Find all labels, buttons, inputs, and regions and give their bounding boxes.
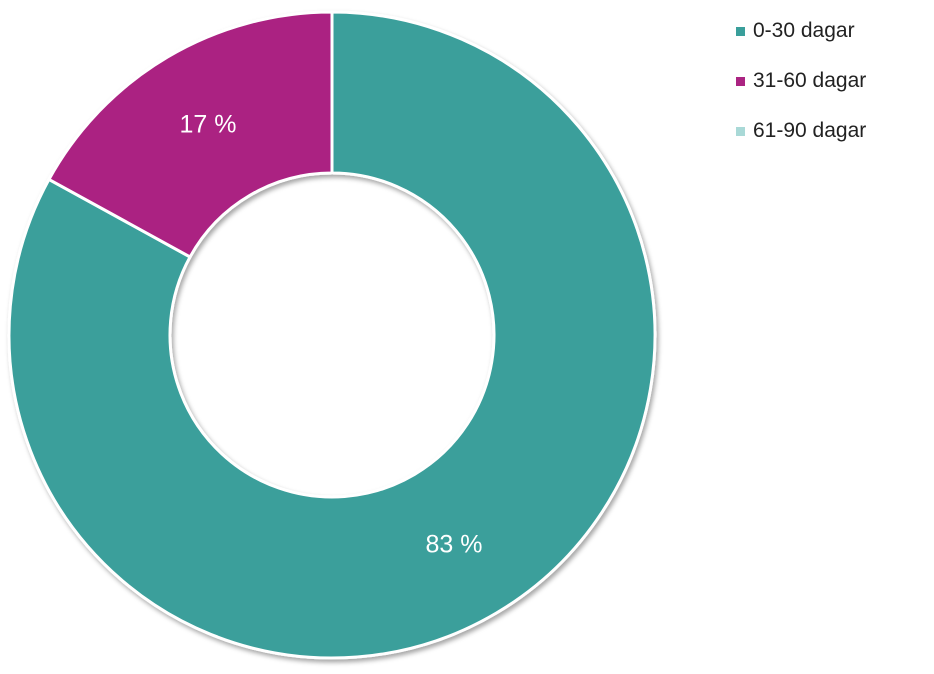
legend-swatch-0 (736, 26, 745, 36)
data-label-1: 17 % (180, 111, 237, 139)
legend-label-0: 0-30 dagar (753, 19, 855, 42)
legend-item-1: 31-60 dagar (736, 56, 926, 106)
slice-1 (46, 10, 334, 259)
donut-slices (7, 10, 657, 660)
legend-item-2: 61-90 dagar (736, 106, 926, 156)
legend-swatch-1 (736, 76, 745, 86)
slice-0 (7, 10, 657, 660)
legend-label-1: 31-60 dagar (753, 69, 867, 92)
legend-label-2: 61-90 dagar (753, 119, 867, 142)
legend: 0-30 dagar 31-60 dagar 61-90 dagar (736, 6, 926, 156)
legend-swatch-2 (736, 126, 745, 136)
data-label-0: 83 % (426, 531, 483, 559)
legend-item-0: 0-30 dagar (736, 6, 926, 56)
donut-data-labels: 83 % 17 % (180, 111, 483, 559)
